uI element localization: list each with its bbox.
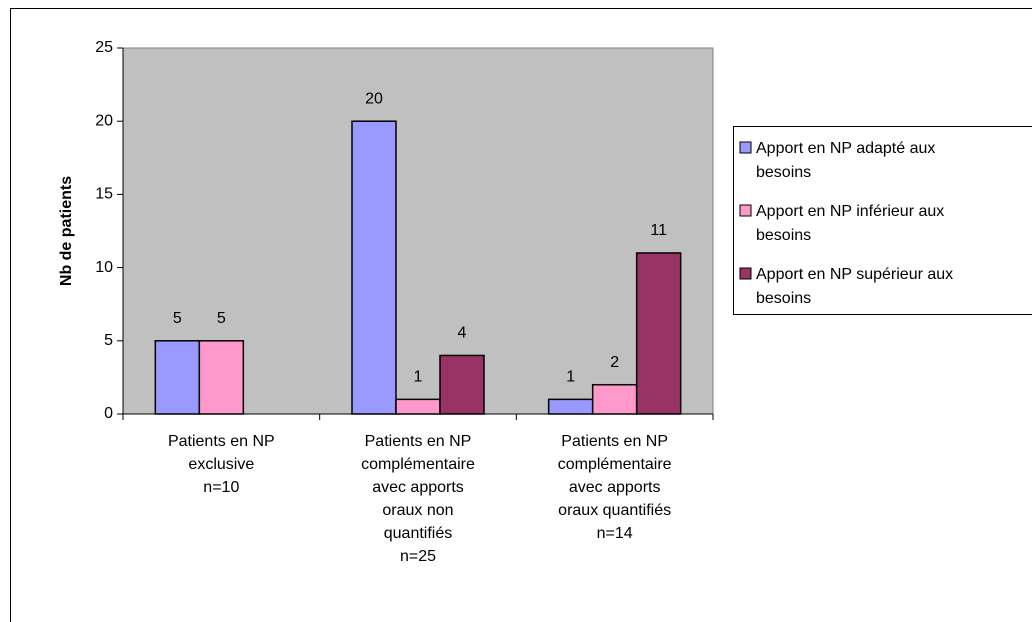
data-label: 1	[414, 369, 423, 386]
legend-swatch	[739, 267, 752, 280]
data-label: 5	[173, 310, 182, 327]
bar	[351, 120, 397, 415]
x-tick-label: Patients en NP complémentaire avec apports…	[361, 433, 475, 565]
bar	[198, 340, 245, 415]
legend-swatch	[739, 141, 752, 154]
data-label: 2	[610, 354, 619, 371]
data-label: 5	[217, 310, 226, 327]
bar	[395, 398, 441, 415]
legend-label: Apport en NP supérieur aux besoins	[756, 266, 953, 307]
y-tick-label: 0	[104, 405, 113, 422]
data-label: 11	[650, 222, 667, 239]
data-label: 1	[566, 369, 575, 386]
legend-swatch	[739, 204, 752, 217]
data-label: 4	[458, 325, 467, 342]
bar	[635, 252, 682, 415]
data-label: 20	[365, 90, 383, 107]
legend-label: Apport en NP inférieur aux besoins	[756, 203, 944, 244]
y-tick-label: 5	[104, 332, 113, 349]
x-tick-label: Patients en NP exclusive n=10	[168, 433, 275, 496]
bar	[591, 383, 638, 415]
y-tick-label: 10	[95, 259, 113, 276]
x-tick-label: Patients en NP complémentaire avec apports…	[558, 433, 672, 542]
y-tick-label: 20	[95, 112, 113, 129]
bar	[547, 398, 594, 415]
legend-box	[733, 126, 1032, 315]
bar	[154, 340, 201, 415]
y-tick-label: 15	[95, 186, 113, 203]
bar	[439, 354, 485, 415]
legend-label: Apport en NP adapté aux besoins	[756, 140, 935, 181]
y-tick-label: 25	[95, 39, 113, 56]
y-axis-label: Nb de patients	[58, 176, 75, 286]
